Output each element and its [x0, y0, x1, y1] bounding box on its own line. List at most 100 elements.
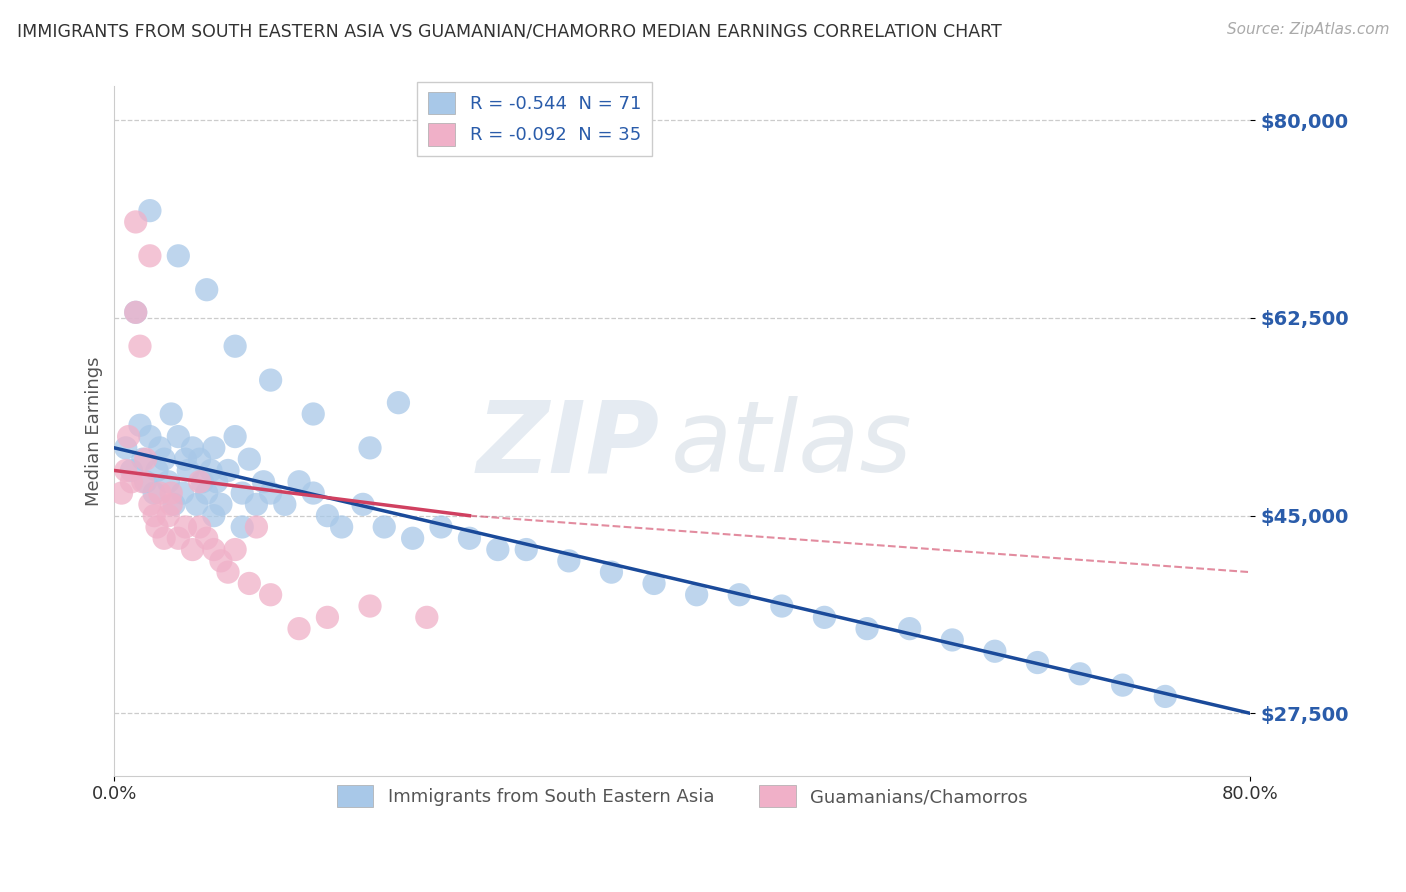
Point [224, 542, 246, 557]
Point [167, 429, 190, 443]
Point [359, 441, 381, 455]
Point [224, 429, 246, 443]
Point [430, 520, 453, 534]
Point [373, 520, 395, 534]
Point [195, 531, 218, 545]
Point [205, 475, 228, 489]
Point [401, 531, 423, 545]
Point [288, 622, 311, 636]
Point [167, 531, 190, 545]
Point [259, 373, 281, 387]
Point [416, 610, 439, 624]
Point [1026, 656, 1049, 670]
Point [813, 610, 835, 624]
Point [117, 429, 139, 443]
Text: atlas: atlas [671, 396, 912, 493]
Point [458, 531, 481, 545]
Point [302, 407, 325, 421]
Point [188, 475, 211, 489]
Point [515, 542, 537, 557]
Point [153, 531, 176, 545]
Point [172, 486, 194, 500]
Point [209, 497, 232, 511]
Point [600, 565, 623, 579]
Point [146, 520, 169, 534]
Point [259, 486, 281, 500]
Point [1111, 678, 1133, 692]
Point [238, 576, 260, 591]
Point [387, 395, 409, 409]
Point [188, 520, 211, 534]
Point [252, 475, 274, 489]
Point [174, 520, 197, 534]
Point [114, 441, 136, 455]
Point [132, 452, 155, 467]
Point [135, 452, 157, 467]
Point [202, 542, 225, 557]
Legend: Immigrants from South Eastern Asia, Guamanians/Chamorros: Immigrants from South Eastern Asia, Guam… [330, 778, 1035, 814]
Point [153, 452, 176, 467]
Point [139, 497, 162, 511]
Point [209, 554, 232, 568]
Point [149, 441, 172, 455]
Point [114, 463, 136, 477]
Point [135, 475, 157, 489]
Point [160, 486, 183, 500]
Point [359, 599, 381, 613]
Point [143, 508, 166, 523]
Point [129, 418, 152, 433]
Point [146, 463, 169, 477]
Point [685, 588, 707, 602]
Text: ZIP: ZIP [477, 396, 659, 493]
Point [202, 441, 225, 455]
Point [245, 520, 267, 534]
Point [316, 508, 339, 523]
Point [160, 497, 183, 511]
Point [217, 565, 239, 579]
Point [245, 497, 267, 511]
Point [984, 644, 1007, 658]
Point [163, 497, 186, 511]
Point [643, 576, 665, 591]
Point [167, 249, 190, 263]
Text: Source: ZipAtlas.com: Source: ZipAtlas.com [1226, 22, 1389, 37]
Point [132, 475, 155, 489]
Point [898, 622, 921, 636]
Point [160, 407, 183, 421]
Point [188, 452, 211, 467]
Point [288, 475, 311, 489]
Point [139, 203, 162, 218]
Point [157, 508, 180, 523]
Point [129, 339, 152, 353]
Point [302, 486, 325, 500]
Point [177, 463, 200, 477]
Point [200, 463, 222, 477]
Point [486, 542, 509, 557]
Point [186, 497, 208, 511]
Point [231, 486, 253, 500]
Point [120, 463, 142, 477]
Point [149, 486, 172, 500]
Point [110, 486, 132, 500]
Point [217, 463, 239, 477]
Point [1069, 666, 1091, 681]
Point [174, 452, 197, 467]
Point [558, 554, 581, 568]
Point [238, 452, 260, 467]
Point [259, 588, 281, 602]
Point [202, 508, 225, 523]
Point [352, 497, 374, 511]
Point [139, 429, 162, 443]
Point [195, 486, 218, 500]
Point [181, 441, 204, 455]
Point [181, 542, 204, 557]
Point [143, 486, 166, 500]
Point [231, 520, 253, 534]
Point [728, 588, 751, 602]
Point [125, 305, 148, 319]
Point [224, 339, 246, 353]
Point [120, 475, 142, 489]
Point [125, 305, 148, 319]
Point [770, 599, 793, 613]
Point [157, 475, 180, 489]
